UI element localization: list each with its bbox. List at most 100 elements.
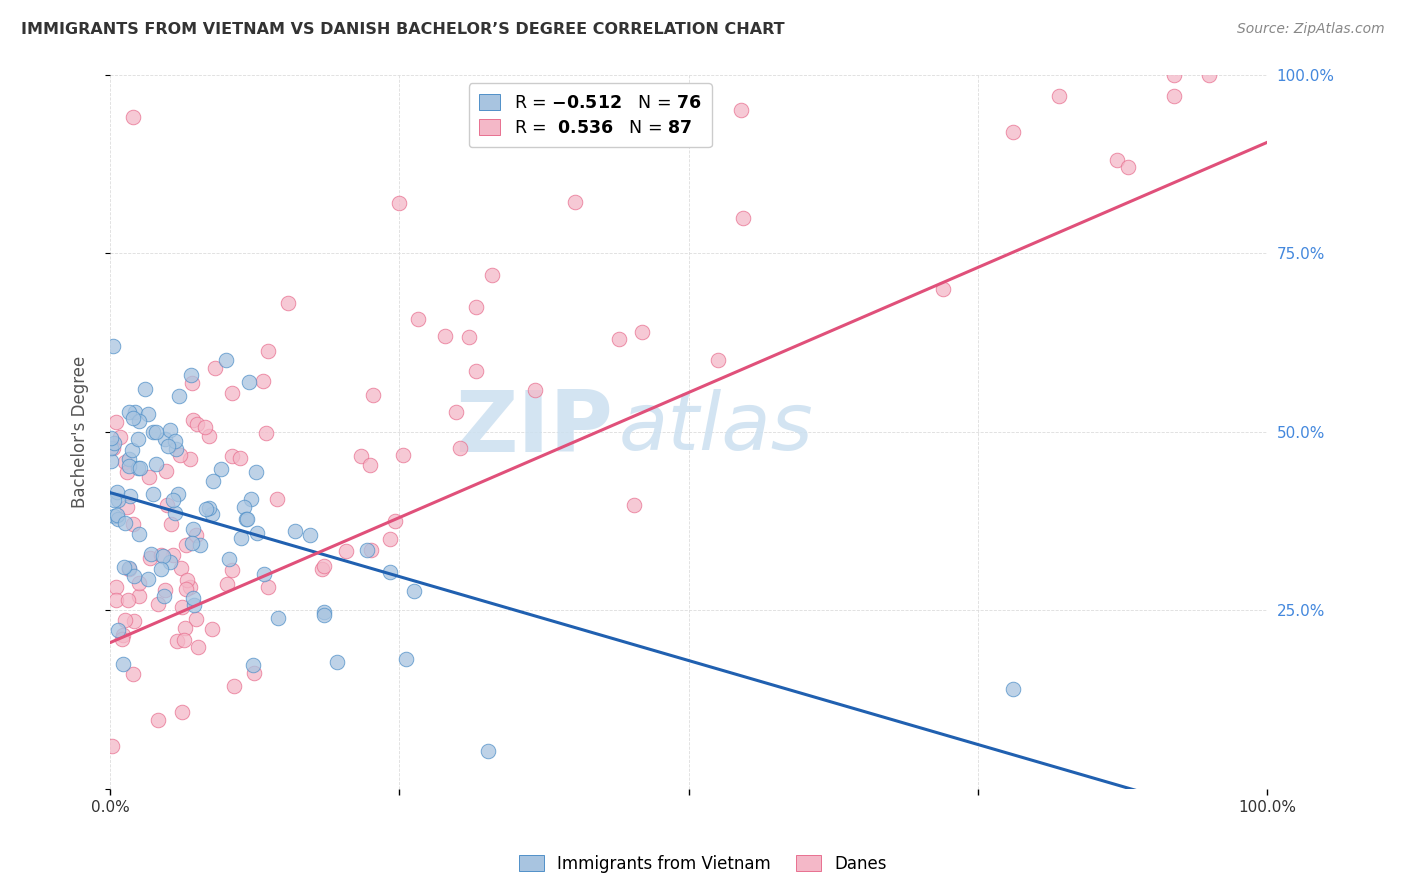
Point bbox=[160, 517, 183, 532]
Point bbox=[201, 475, 224, 489]
Point bbox=[335, 544, 357, 558]
Point bbox=[107, 623, 129, 637]
Point bbox=[232, 500, 254, 515]
Point bbox=[245, 465, 267, 479]
Point bbox=[117, 405, 139, 419]
Point bbox=[155, 432, 177, 446]
Point bbox=[224, 680, 246, 694]
Point bbox=[221, 563, 243, 577]
Point bbox=[194, 420, 217, 434]
Point bbox=[103, 508, 125, 523]
Point bbox=[198, 501, 221, 516]
Point bbox=[122, 568, 145, 582]
Point bbox=[118, 458, 141, 473]
Point bbox=[129, 461, 152, 475]
Point bbox=[201, 508, 224, 522]
Text: ZIP: ZIP bbox=[456, 387, 613, 470]
Point bbox=[118, 452, 141, 467]
Point bbox=[134, 382, 156, 396]
Point bbox=[380, 533, 402, 547]
Point bbox=[181, 522, 204, 536]
Point bbox=[1001, 682, 1024, 697]
Point bbox=[464, 364, 486, 378]
Point bbox=[1163, 68, 1185, 82]
Point bbox=[190, 538, 212, 552]
Point bbox=[1116, 161, 1139, 175]
Point bbox=[706, 352, 728, 367]
Point bbox=[402, 584, 425, 599]
Point bbox=[267, 611, 290, 625]
Point bbox=[149, 548, 172, 562]
Point bbox=[252, 374, 274, 388]
Point bbox=[246, 526, 269, 541]
Point bbox=[458, 330, 481, 344]
Point bbox=[159, 556, 181, 570]
Point bbox=[446, 405, 468, 419]
Point bbox=[169, 448, 191, 462]
Point bbox=[162, 492, 184, 507]
Point bbox=[187, 640, 209, 654]
Point bbox=[314, 605, 336, 619]
Point bbox=[153, 589, 176, 603]
Point bbox=[149, 562, 172, 576]
Point bbox=[391, 449, 413, 463]
Point bbox=[388, 196, 411, 211]
Point bbox=[101, 739, 124, 754]
Point bbox=[359, 458, 381, 472]
Legend: R = $\bf{-0.512}$   N = $\bf{76}$, R = $\bf{\ 0.536}$   N = $\bf{87}$: R = $\bf{-0.512}$ N = $\bf{76}$, R = $\b… bbox=[468, 83, 711, 147]
Point bbox=[481, 268, 503, 282]
Point bbox=[174, 582, 197, 596]
Point bbox=[623, 498, 645, 512]
Point bbox=[111, 657, 134, 672]
Point bbox=[183, 598, 205, 612]
Point bbox=[103, 493, 125, 508]
Point bbox=[356, 543, 378, 558]
Point bbox=[156, 498, 179, 512]
Text: atlas: atlas bbox=[619, 389, 814, 467]
Point bbox=[433, 328, 456, 343]
Point bbox=[139, 547, 162, 561]
Point bbox=[100, 454, 122, 468]
Point bbox=[114, 516, 136, 530]
Point bbox=[394, 651, 416, 665]
Point bbox=[122, 667, 145, 681]
Point bbox=[104, 416, 127, 430]
Point bbox=[229, 450, 252, 465]
Point bbox=[155, 464, 177, 478]
Point bbox=[122, 614, 145, 628]
Point bbox=[253, 566, 276, 581]
Point bbox=[176, 573, 198, 587]
Point bbox=[122, 517, 145, 532]
Point bbox=[165, 506, 187, 520]
Point bbox=[384, 515, 406, 529]
Point bbox=[186, 417, 208, 432]
Point bbox=[163, 434, 186, 448]
Point bbox=[128, 575, 150, 590]
Point bbox=[107, 512, 129, 526]
Point bbox=[142, 486, 165, 500]
Point bbox=[277, 296, 299, 310]
Y-axis label: Bachelor's Degree: Bachelor's Degree bbox=[72, 356, 89, 508]
Point bbox=[139, 550, 162, 565]
Point bbox=[156, 439, 179, 453]
Point bbox=[111, 632, 134, 646]
Point bbox=[284, 524, 307, 538]
Point bbox=[523, 383, 546, 397]
Point bbox=[162, 549, 184, 563]
Point bbox=[104, 580, 127, 594]
Point bbox=[169, 389, 191, 403]
Point bbox=[181, 591, 204, 606]
Point bbox=[127, 433, 149, 447]
Point bbox=[142, 425, 165, 439]
Point bbox=[221, 385, 243, 400]
Point bbox=[1198, 68, 1220, 82]
Text: Source: ZipAtlas.com: Source: ZipAtlas.com bbox=[1237, 22, 1385, 37]
Point bbox=[607, 332, 630, 346]
Point bbox=[103, 441, 125, 455]
Point bbox=[100, 431, 122, 445]
Point bbox=[121, 443, 143, 458]
Point bbox=[256, 580, 278, 594]
Point bbox=[254, 425, 277, 440]
Point bbox=[120, 489, 142, 503]
Point bbox=[174, 622, 197, 636]
